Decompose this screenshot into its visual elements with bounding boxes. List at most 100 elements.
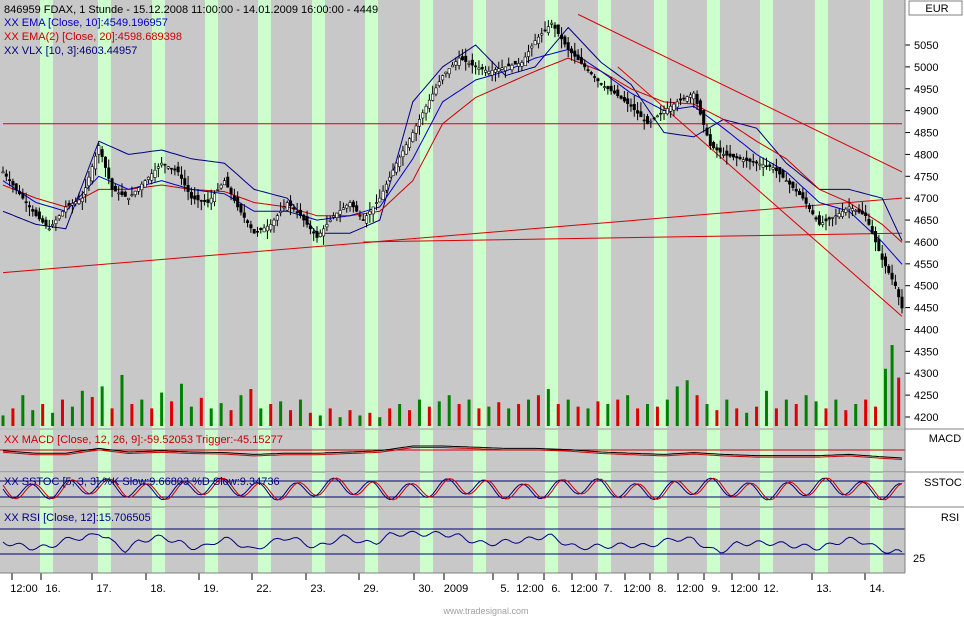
price-tick-label: 4250: [914, 390, 938, 402]
candle-body: [477, 67, 481, 70]
time-tick-label: 2009: [444, 583, 468, 595]
candle-body: [725, 150, 729, 156]
volume-bar: [864, 399, 868, 426]
candle-body: [738, 157, 742, 160]
volume-bar: [289, 410, 293, 426]
candle-body: [107, 167, 111, 179]
candle-body: [589, 72, 593, 75]
volume-bar: [735, 408, 739, 426]
volume-bar: [626, 395, 630, 426]
candle-body: [553, 24, 557, 29]
session-band: [760, 430, 773, 573]
price-tick-label: 4750: [914, 171, 938, 183]
volume-bar: [646, 404, 650, 426]
candle-body: [8, 179, 12, 181]
candle-body: [642, 119, 646, 122]
candle-body: [579, 57, 583, 64]
candle-body: [275, 215, 279, 221]
sstoc-plot-background: [0, 473, 905, 507]
volume-bar: [897, 377, 901, 426]
time-tick-label: 12:00: [623, 583, 651, 595]
sstoc-k-line: [2, 477, 903, 501]
candle-body: [758, 163, 762, 166]
candle-body: [404, 144, 408, 155]
candle-body: [117, 192, 121, 195]
time-tick-label: 8.: [657, 583, 666, 595]
session-band: [870, 430, 883, 573]
candle-body: [437, 81, 441, 86]
candle-body: [179, 174, 183, 179]
candle-body: [679, 98, 683, 101]
candle-body: [37, 211, 41, 220]
candle-body: [484, 69, 488, 73]
volume-bar: [160, 392, 164, 426]
candle-body: [646, 116, 650, 125]
candle-body: [593, 76, 597, 78]
candle-body: [834, 215, 838, 217]
volume-bar: [546, 389, 550, 426]
candle-body: [229, 187, 233, 195]
candle-body: [424, 105, 428, 114]
candle-body: [794, 189, 798, 192]
volume-bar: [497, 402, 501, 426]
candle-body: [14, 183, 18, 190]
candle-body: [302, 214, 306, 221]
candle-body: [659, 112, 663, 115]
candle-body: [305, 216, 309, 225]
candle-body: [450, 64, 454, 68]
candle-body: [900, 296, 904, 309]
session-band: [152, 0, 165, 428]
candle-body: [731, 153, 735, 158]
price-tick-label: 4550: [914, 259, 938, 271]
volume-bar: [437, 401, 441, 426]
candle-body: [18, 191, 22, 195]
volume-bar: [586, 408, 590, 426]
candle-body: [21, 193, 25, 199]
candle-body: [712, 142, 716, 149]
candle-body: [246, 220, 250, 223]
candle-body: [368, 211, 372, 215]
candle-body: [51, 224, 55, 227]
candle-body: [771, 167, 775, 170]
currency-label: EUR: [925, 3, 948, 15]
candle-body: [308, 225, 312, 230]
candle-body: [870, 226, 874, 234]
volume-bar: [279, 401, 283, 426]
volume-bar: [378, 417, 382, 426]
candle-body: [289, 200, 293, 207]
candle-body: [341, 207, 345, 210]
candle-body: [672, 103, 676, 111]
candle-body: [365, 215, 369, 224]
volume-bar: [774, 408, 778, 426]
candle-body: [527, 51, 531, 57]
trendline: [363, 232, 903, 243]
candle-body: [860, 210, 864, 215]
volume-bar: [170, 401, 174, 426]
candle-body: [47, 228, 51, 231]
candle-body: [355, 205, 359, 212]
session-band: [312, 430, 325, 573]
volume-bar: [70, 406, 74, 426]
candle-body: [517, 63, 521, 67]
candle-body: [222, 180, 226, 186]
candle-body: [745, 157, 749, 161]
time-tick-label: 17.: [96, 583, 111, 595]
candle-body: [665, 108, 669, 115]
candle-body: [632, 103, 636, 111]
candle-body: [100, 149, 104, 157]
candle-body: [761, 164, 765, 168]
candle-body: [513, 60, 517, 65]
candle-body: [543, 29, 547, 32]
candle-body: [84, 187, 88, 195]
ema10-line: [2, 48, 903, 265]
candle-body: [110, 178, 114, 190]
volume-bar: [527, 399, 531, 426]
candle-body: [434, 87, 438, 95]
candle-body: [259, 227, 263, 230]
candle-body: [560, 34, 564, 40]
volume-bar: [477, 408, 481, 426]
candle-body: [262, 227, 266, 233]
candle-body: [378, 197, 382, 203]
time-tick-label: 14.: [869, 583, 884, 595]
